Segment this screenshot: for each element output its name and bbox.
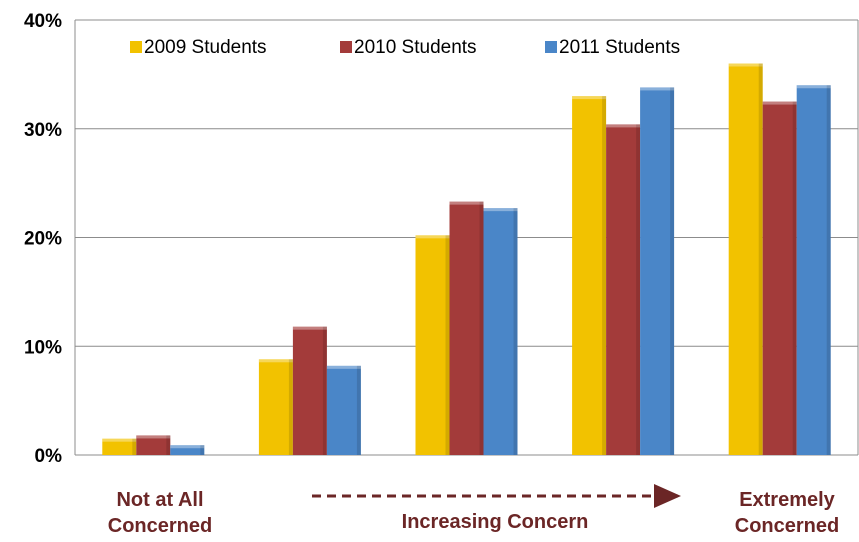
right-label-line2: Concerned — [735, 515, 839, 537]
bar — [292, 326, 327, 455]
right-label-line1: Extremely — [739, 489, 835, 511]
legend-item: 2011 Students — [545, 37, 680, 58]
bar — [102, 438, 137, 455]
legend-swatch — [130, 41, 142, 53]
bar — [258, 359, 293, 455]
y-tick-label: 20% — [24, 229, 62, 250]
legend-swatch — [545, 41, 557, 53]
legend-swatch — [340, 41, 352, 53]
legend-item: 2009 Students — [130, 37, 267, 58]
bar — [640, 87, 675, 456]
legend-label: 2009 Students — [144, 37, 267, 58]
y-tick-label: 0% — [35, 446, 63, 467]
bar — [483, 208, 518, 455]
legend-label: 2010 Students — [354, 37, 477, 58]
bar — [415, 235, 450, 455]
legend-label: 2011 Students — [559, 37, 680, 58]
bar — [136, 435, 171, 455]
bar — [728, 63, 763, 455]
left-label-line1: Not at All — [116, 489, 203, 511]
category-annotations: Not at All Concerned Increasing Concern … — [108, 484, 839, 537]
y-tick-label: 30% — [24, 120, 62, 141]
left-label-line2: Concerned — [108, 515, 212, 537]
y-tick-label: 40% — [24, 11, 62, 32]
bar — [449, 201, 484, 455]
middle-label: Increasing Concern — [402, 511, 589, 533]
bars — [102, 63, 831, 456]
legend-item: 2010 Students — [340, 37, 477, 58]
legend: 2009 Students 2010 Students 2011 Students — [130, 37, 680, 58]
bar — [606, 124, 641, 456]
y-axis-ticks: 0% 10% 20% 30% 40% — [24, 11, 62, 467]
bar — [572, 96, 607, 455]
bar — [762, 101, 797, 455]
bar — [796, 85, 831, 455]
bar — [170, 445, 205, 455]
bar — [326, 365, 361, 455]
y-tick-label: 10% — [24, 337, 62, 358]
